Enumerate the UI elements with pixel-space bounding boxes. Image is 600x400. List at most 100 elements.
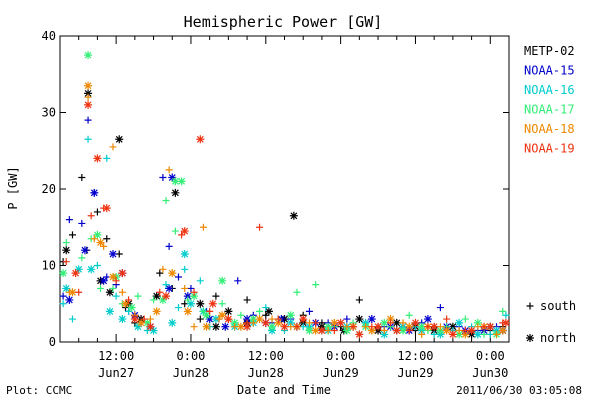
north-point-noaa-17 xyxy=(190,292,199,301)
north-point-noaa-19 xyxy=(180,227,189,236)
north-point-noaa-18 xyxy=(183,307,192,316)
north-point-noaa-18 xyxy=(236,322,245,331)
north-point-noaa-16 xyxy=(87,265,96,274)
north-point-noaa-18 xyxy=(255,315,264,324)
south-point-noaa-17 xyxy=(237,311,245,319)
plot-frame xyxy=(59,35,510,343)
north-point-noaa-19 xyxy=(93,154,102,163)
north-point-noaa-19 xyxy=(261,318,270,327)
north-point-noaa-16 xyxy=(62,284,71,293)
north-point-noaa-19 xyxy=(486,322,495,331)
south-point-noaa-16 xyxy=(125,307,133,315)
north-point-noaa-19 xyxy=(501,318,510,327)
legend-series-label: NOAA-17 xyxy=(524,103,575,117)
north-point-metp-02 xyxy=(355,315,364,324)
north-point-noaa-17 xyxy=(380,318,389,327)
north-point-noaa-18 xyxy=(68,288,77,297)
north-point-noaa-18 xyxy=(405,322,414,331)
north-point-noaa-19 xyxy=(146,322,155,331)
south-point-noaa-16 xyxy=(84,135,92,143)
south-point-noaa-16 xyxy=(196,277,204,285)
south-point-noaa-18 xyxy=(249,319,257,327)
north-point-noaa-17 xyxy=(143,318,152,327)
south-point-noaa-15 xyxy=(78,219,86,227)
y-tick-label: 40 xyxy=(42,29,56,43)
north-point-noaa-17 xyxy=(417,322,426,331)
x-axis-label: Date and Time xyxy=(237,383,331,397)
south-point-noaa-16 xyxy=(262,304,270,312)
north-point-noaa-17 xyxy=(342,326,351,335)
south-point-noaa-18 xyxy=(305,319,313,327)
north-point-noaa-19 xyxy=(130,315,139,324)
north-point-noaa-15 xyxy=(367,315,376,324)
north-point-metp-02 xyxy=(84,89,93,98)
south-point-metp-02 xyxy=(212,292,220,300)
south-point-metp-02 xyxy=(355,296,363,304)
south-point-noaa-15 xyxy=(65,216,73,224)
south-point-metp-02 xyxy=(93,208,101,216)
legend: METP-02 NOAA-15 NOAA-16 NOAA-17 NOAA-18 NOAA-… xyxy=(524,44,576,345)
north-point-noaa-19 xyxy=(208,299,217,308)
north-point-noaa-19 xyxy=(448,330,457,339)
north-point-noaa-19 xyxy=(336,318,345,327)
north-point-noaa-19 xyxy=(243,322,252,331)
south-point-noaa-19 xyxy=(256,223,264,231)
north-point-noaa-15 xyxy=(243,315,252,324)
north-point-metp-02 xyxy=(62,246,71,255)
north-point-metp-02 xyxy=(171,188,180,197)
north-point-noaa-16 xyxy=(74,265,83,274)
north-point-noaa-17 xyxy=(436,326,445,335)
x-tick-time-label: 12:00 xyxy=(98,349,134,363)
north-point-noaa-17 xyxy=(177,177,186,186)
south-point-noaa-19 xyxy=(405,327,413,335)
south-point-noaa-17 xyxy=(78,254,86,262)
south-point-noaa-19 xyxy=(112,277,120,285)
north-point-noaa-19 xyxy=(196,135,205,144)
south-point-noaa-16 xyxy=(174,304,182,312)
footer-plot-source: Plot: CCMC xyxy=(6,384,72,397)
north-point-noaa-18 xyxy=(330,318,339,327)
south-point-noaa-19 xyxy=(349,323,357,331)
north-point-noaa-17 xyxy=(398,326,407,335)
south-point-noaa-17 xyxy=(480,330,488,338)
series-noaa-18 xyxy=(65,81,507,339)
south-point-noaa-17 xyxy=(293,288,301,296)
south-point-noaa-18 xyxy=(362,323,370,331)
north-point-noaa-18 xyxy=(386,315,395,324)
south-point-noaa-15 xyxy=(234,277,242,285)
south-point-noaa-17 xyxy=(171,227,179,235)
north-point-noaa-17 xyxy=(324,322,333,331)
north-point-noaa-19 xyxy=(317,326,326,335)
x-tick-date-label: Jun27 xyxy=(98,366,134,380)
legend-marker-label: south xyxy=(540,299,576,313)
north-point-noaa-15 xyxy=(168,173,177,182)
south-point-noaa-18 xyxy=(380,327,388,335)
south-point-noaa-15 xyxy=(84,116,92,124)
north-point-metp-02 xyxy=(152,292,161,301)
legend-north-marker xyxy=(526,334,534,342)
south-point-noaa-19 xyxy=(387,319,395,327)
south-point-noaa-19 xyxy=(443,315,451,323)
x-tick-date-label: Jun29 xyxy=(323,366,359,380)
north-point-noaa-18 xyxy=(367,326,376,335)
south-point-noaa-19 xyxy=(75,288,83,296)
south-point-noaa-16 xyxy=(59,300,67,308)
south-point-noaa-18 xyxy=(418,330,426,338)
north-point-metp-02 xyxy=(115,135,124,144)
south-point-noaa-18 xyxy=(399,319,407,327)
south-point-noaa-19 xyxy=(330,327,338,335)
south-point-noaa-16 xyxy=(162,281,170,289)
north-point-noaa-19 xyxy=(299,315,308,324)
south-point-noaa-18 xyxy=(90,235,98,243)
x-tick-time-label: 0:00 xyxy=(326,349,355,363)
north-point-noaa-19 xyxy=(280,322,289,331)
south-point-noaa-17 xyxy=(312,281,320,289)
south-point-noaa-17 xyxy=(405,311,413,319)
north-point-noaa-15 xyxy=(80,246,89,255)
north-point-noaa-19 xyxy=(392,326,401,335)
south-point-noaa-15 xyxy=(174,273,182,281)
south-point-noaa-19 xyxy=(293,323,301,331)
north-point-noaa-19 xyxy=(430,322,439,331)
south-point-noaa-16 xyxy=(103,154,111,162)
